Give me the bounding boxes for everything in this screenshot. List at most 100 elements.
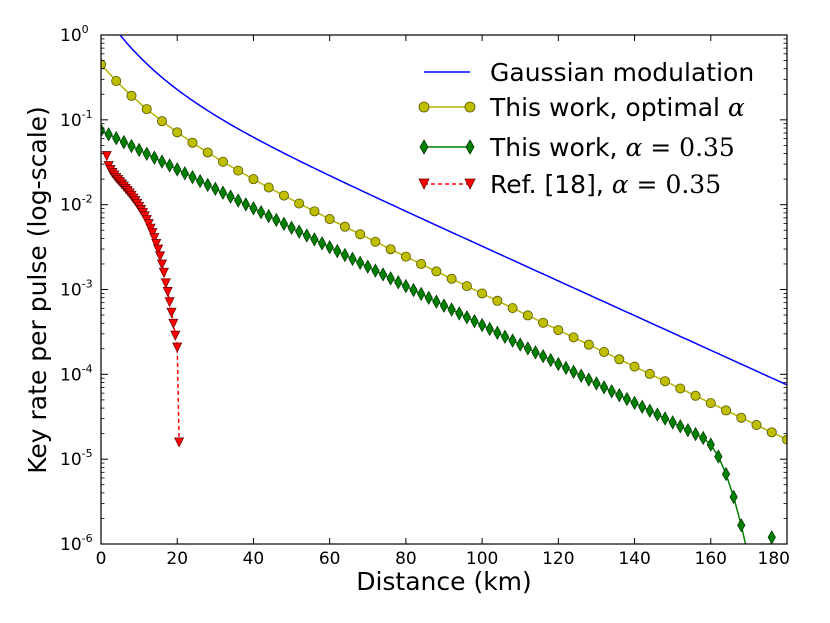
fixed-point-64 bbox=[584, 372, 593, 387]
x-tick-label-5: 100 bbox=[466, 549, 498, 569]
ref-point-28 bbox=[155, 251, 166, 262]
fixed-point-71 bbox=[638, 399, 647, 415]
fixed-point-78 bbox=[691, 426, 700, 442]
fixed-point-53 bbox=[500, 329, 510, 344]
ref-point-26 bbox=[151, 238, 162, 250]
y-tick-label-3: 10-3 bbox=[60, 278, 93, 301]
legend-marker-ref-1 bbox=[418, 178, 430, 190]
fixed-point-14 bbox=[203, 177, 212, 193]
fixed-point-27 bbox=[302, 228, 311, 243]
fixed-point-17 bbox=[226, 189, 235, 204]
ref-point-32 bbox=[162, 287, 173, 298]
fixed-point-51 bbox=[485, 321, 494, 337]
fixed-point-1 bbox=[104, 127, 113, 142]
optimal-point-33 bbox=[599, 346, 610, 357]
fixed-point-44 bbox=[432, 294, 441, 309]
fixed-point-68 bbox=[615, 387, 624, 403]
optimal-point-37 bbox=[660, 376, 671, 387]
fixed-point-33 bbox=[348, 251, 357, 267]
series-line-0 bbox=[119, 35, 787, 386]
fixed-point-58 bbox=[538, 349, 548, 364]
fixed-point-76 bbox=[676, 419, 685, 434]
ref-point-34 bbox=[166, 307, 177, 318]
optimal-point-26 bbox=[492, 295, 503, 306]
optimal-point-45 bbox=[782, 434, 787, 445]
fixed-point-15 bbox=[211, 181, 220, 197]
fixed-point-56 bbox=[523, 341, 532, 356]
fixed-point-2 bbox=[112, 131, 121, 146]
fixed-point-59 bbox=[546, 352, 555, 368]
optimal-point-6 bbox=[187, 137, 198, 148]
fixed-point-43 bbox=[424, 290, 433, 306]
optimal-point-36 bbox=[644, 368, 655, 379]
fixed-point-52 bbox=[493, 325, 502, 341]
optimal-point-39 bbox=[690, 390, 701, 401]
x-tick-label-7: 140 bbox=[618, 549, 650, 569]
fixed-point-6 bbox=[142, 146, 151, 161]
fixed-point-47 bbox=[455, 306, 464, 321]
fixed-point-63 bbox=[577, 368, 586, 383]
fixed-point-3 bbox=[119, 134, 128, 150]
fixed-point-21 bbox=[256, 204, 266, 220]
fixed-point-18 bbox=[234, 193, 243, 208]
fixed-point-83 bbox=[729, 489, 738, 505]
fixed-point-35 bbox=[363, 259, 372, 274]
optimal-point-23 bbox=[446, 273, 457, 284]
fixed-point-5 bbox=[135, 142, 144, 158]
optimal-point-24 bbox=[461, 281, 472, 292]
fixed-point-81 bbox=[714, 449, 723, 464]
legend-label-fixed: This work, α = 0.35 bbox=[489, 133, 735, 162]
x-tick-label-4: 80 bbox=[395, 549, 417, 569]
fixed-point-62 bbox=[569, 364, 578, 379]
fixed-point-57 bbox=[531, 345, 540, 360]
fixed-point-7 bbox=[150, 150, 159, 165]
legend-marker-ref-2 bbox=[464, 178, 476, 190]
fixed-point-65 bbox=[592, 376, 601, 391]
x-tick-label-2: 40 bbox=[243, 549, 265, 569]
fixed-point-26 bbox=[295, 224, 304, 239]
fixed-point-10 bbox=[173, 162, 182, 177]
fixed-point-24 bbox=[279, 216, 289, 232]
optimal-point-1 bbox=[111, 76, 122, 87]
y-tick-label-4: 10-2 bbox=[60, 193, 93, 216]
series-line-1 bbox=[101, 63, 787, 441]
ref-point-31 bbox=[160, 278, 171, 289]
legend-label-optimal: This work, optimal α bbox=[489, 93, 745, 122]
fixed-point-9 bbox=[165, 158, 174, 173]
y-tick-label-0: 10-6 bbox=[60, 532, 93, 555]
x-tick-label-8: 160 bbox=[695, 549, 727, 569]
fixed-point-31 bbox=[333, 243, 342, 259]
optimal-point-20 bbox=[400, 251, 411, 262]
optimal-point-3 bbox=[141, 104, 152, 115]
fixed-point-55 bbox=[516, 337, 525, 352]
ref-point-24 bbox=[147, 228, 158, 239]
optimal-point-27 bbox=[507, 303, 518, 314]
legend-label-ref: Ref. [18], α = 0.35 bbox=[490, 170, 721, 199]
optimal-point-9 bbox=[233, 165, 244, 176]
optimal-point-18 bbox=[370, 236, 381, 247]
y-axis-label: Key rate per pulse (log-scale) bbox=[23, 106, 52, 474]
legend-label-gaussian: Gaussian modulation bbox=[490, 58, 754, 87]
fixed-point-79 bbox=[699, 430, 708, 446]
fixed-point-84 bbox=[737, 518, 746, 533]
ref-point-25 bbox=[149, 233, 160, 244]
y-tick-label-5: 10-1 bbox=[60, 108, 93, 131]
ref-point-35 bbox=[168, 318, 179, 330]
legend-marker-fixed-2 bbox=[465, 139, 475, 155]
fixed-point-8 bbox=[157, 154, 167, 169]
fixed-point-42 bbox=[417, 286, 426, 302]
optimal-point-19 bbox=[385, 244, 396, 255]
optimal-point-10 bbox=[248, 174, 259, 185]
fixed-point-48 bbox=[462, 310, 471, 325]
fixed-point-16 bbox=[218, 185, 228, 200]
fixed-point-49 bbox=[470, 313, 479, 329]
optimal-point-11 bbox=[263, 182, 274, 193]
fixed-point-23 bbox=[272, 212, 281, 228]
series-1 bbox=[101, 59, 787, 445]
optimal-point-42 bbox=[736, 412, 747, 423]
fixed-point-74 bbox=[660, 411, 670, 426]
optimal-point-35 bbox=[629, 361, 640, 372]
x-tick-label-0: 0 bbox=[96, 549, 107, 569]
